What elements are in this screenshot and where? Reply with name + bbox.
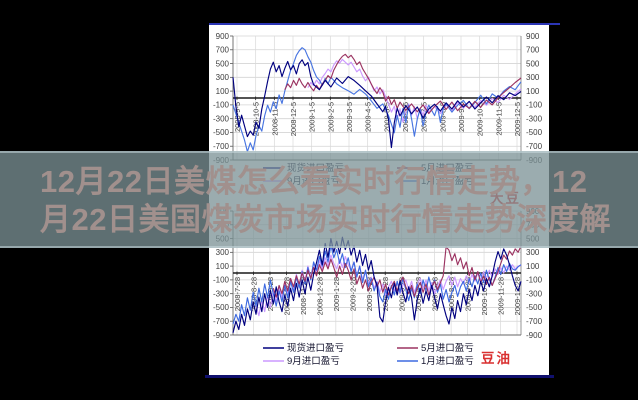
svg-text:2009-5-5: 2009-5-5 bbox=[382, 102, 391, 132]
headline-band-overlay: 12月22日美煤怎么看实时行情走势，12 月22日美国煤炭市场实时行情走势深度解 bbox=[0, 151, 638, 248]
svg-text:900: 900 bbox=[216, 32, 230, 41]
svg-text:-900: -900 bbox=[526, 331, 543, 340]
svg-text:-900: -900 bbox=[213, 331, 230, 340]
svg-text:300: 300 bbox=[216, 73, 230, 82]
svg-text:-500: -500 bbox=[213, 128, 230, 137]
svg-text:2009-3-5: 2009-3-5 bbox=[345, 102, 354, 132]
svg-text:2009-11-28: 2009-11-28 bbox=[497, 277, 506, 315]
svg-text:300: 300 bbox=[526, 73, 540, 82]
svg-text:2009-5-28: 2009-5-28 bbox=[398, 277, 407, 311]
svg-text:-700: -700 bbox=[213, 142, 230, 151]
headline-line1: 12月22日美煤怎么看实时行情走势，12 bbox=[40, 164, 588, 199]
svg-text:2009-12-5: 2009-12-5 bbox=[513, 102, 522, 136]
x-axis-labels: 2008-9-5 2008-10-5 2008-11-5 2008-12-5 2009-… bbox=[233, 96, 522, 136]
svg-text:300: 300 bbox=[216, 248, 230, 257]
series-lines bbox=[232, 47, 522, 153]
legend-label-3: 1月进口盈亏 bbox=[421, 356, 474, 367]
top-chart-border-line bbox=[209, 23, 560, 25]
svg-text:2009-9-5: 2009-9-5 bbox=[457, 102, 466, 132]
svg-text:-100: -100 bbox=[526, 101, 543, 110]
svg-text:2009-11-5: 2009-11-5 bbox=[494, 102, 503, 136]
legend-label-1: 5月进口盈亏 bbox=[421, 343, 474, 354]
svg-text:2009-7-28: 2009-7-28 bbox=[431, 277, 440, 311]
svg-text:100: 100 bbox=[526, 87, 540, 96]
svg-text:2008-11-28: 2008-11-28 bbox=[299, 277, 308, 315]
svg-text:100: 100 bbox=[216, 87, 230, 96]
svg-text:-300: -300 bbox=[213, 289, 230, 298]
svg-text:-700: -700 bbox=[526, 142, 543, 151]
svg-text:2009-2-5: 2009-2-5 bbox=[326, 102, 335, 132]
svg-text:2008-7-28: 2008-7-28 bbox=[233, 277, 242, 311]
series-line-0 bbox=[232, 59, 522, 149]
series-line-3 bbox=[232, 47, 522, 153]
svg-text:700: 700 bbox=[526, 46, 540, 55]
svg-text:2008-10-5: 2008-10-5 bbox=[252, 102, 261, 136]
svg-text:-300: -300 bbox=[213, 114, 230, 123]
svg-text:-500: -500 bbox=[213, 303, 230, 312]
svg-text:-300: -300 bbox=[526, 289, 543, 298]
svg-text:-700: -700 bbox=[213, 317, 230, 326]
svg-text:2009-10-5: 2009-10-5 bbox=[476, 102, 485, 136]
legend-label-0: 现货进口盈亏 bbox=[287, 342, 344, 354]
svg-text:2009-2-28: 2009-2-28 bbox=[348, 277, 357, 311]
headline-title: 12月22日美煤怎么看实时行情走势，12 月22日美国煤炭市场实时行情走势深度解 bbox=[40, 163, 638, 239]
svg-text:-700: -700 bbox=[526, 317, 543, 326]
series-lines bbox=[232, 236, 522, 334]
svg-text:-100: -100 bbox=[213, 276, 230, 285]
svg-text:-500: -500 bbox=[526, 128, 543, 137]
svg-text:100: 100 bbox=[216, 262, 230, 271]
svg-text:500: 500 bbox=[216, 59, 230, 68]
bottom-chart-border-line bbox=[205, 375, 554, 378]
svg-text:-100: -100 bbox=[526, 276, 543, 285]
svg-text:2009-12-28: 2009-12-28 bbox=[513, 277, 522, 315]
watermark-label: 豆油 bbox=[481, 350, 512, 366]
svg-text:300: 300 bbox=[526, 248, 540, 257]
svg-text:100: 100 bbox=[526, 262, 540, 271]
series-line-1 bbox=[284, 53, 522, 115]
svg-text:700: 700 bbox=[216, 46, 230, 55]
svg-text:-100: -100 bbox=[213, 101, 230, 110]
svg-text:2009-3-28: 2009-3-28 bbox=[365, 277, 374, 311]
headline-line2: 月22日美国煤炭市场实时行情走势深度解 bbox=[40, 202, 611, 237]
series-line-2 bbox=[307, 58, 522, 123]
svg-text:2009-6-5: 2009-6-5 bbox=[401, 102, 410, 132]
svg-text:500: 500 bbox=[526, 59, 540, 68]
svg-text:900: 900 bbox=[526, 32, 540, 41]
svg-text:-300: -300 bbox=[526, 114, 543, 123]
svg-text:2009-8-5: 2009-8-5 bbox=[438, 102, 447, 132]
legend-label-2: 9月进口盈亏 bbox=[287, 356, 340, 367]
svg-text:2008-12-5: 2008-12-5 bbox=[289, 102, 298, 136]
svg-text:2008-12-28: 2008-12-28 bbox=[315, 277, 324, 315]
series-line-3 bbox=[232, 244, 522, 325]
svg-text:2009-1-28: 2009-1-28 bbox=[332, 277, 341, 311]
svg-text:2009-1-5: 2009-1-5 bbox=[308, 102, 317, 132]
svg-text:2009-10-28: 2009-10-28 bbox=[480, 277, 489, 315]
svg-text:2009-4-5: 2009-4-5 bbox=[364, 102, 373, 132]
svg-text:2008-11-5: 2008-11-5 bbox=[270, 102, 279, 136]
svg-text:-500: -500 bbox=[526, 303, 543, 312]
legend: 现货进口盈亏 5月进口盈亏 9月进口盈亏 1月进口盈亏 bbox=[263, 342, 474, 367]
svg-text:2008-9-28: 2008-9-28 bbox=[266, 277, 275, 311]
series-line-0 bbox=[232, 236, 522, 334]
